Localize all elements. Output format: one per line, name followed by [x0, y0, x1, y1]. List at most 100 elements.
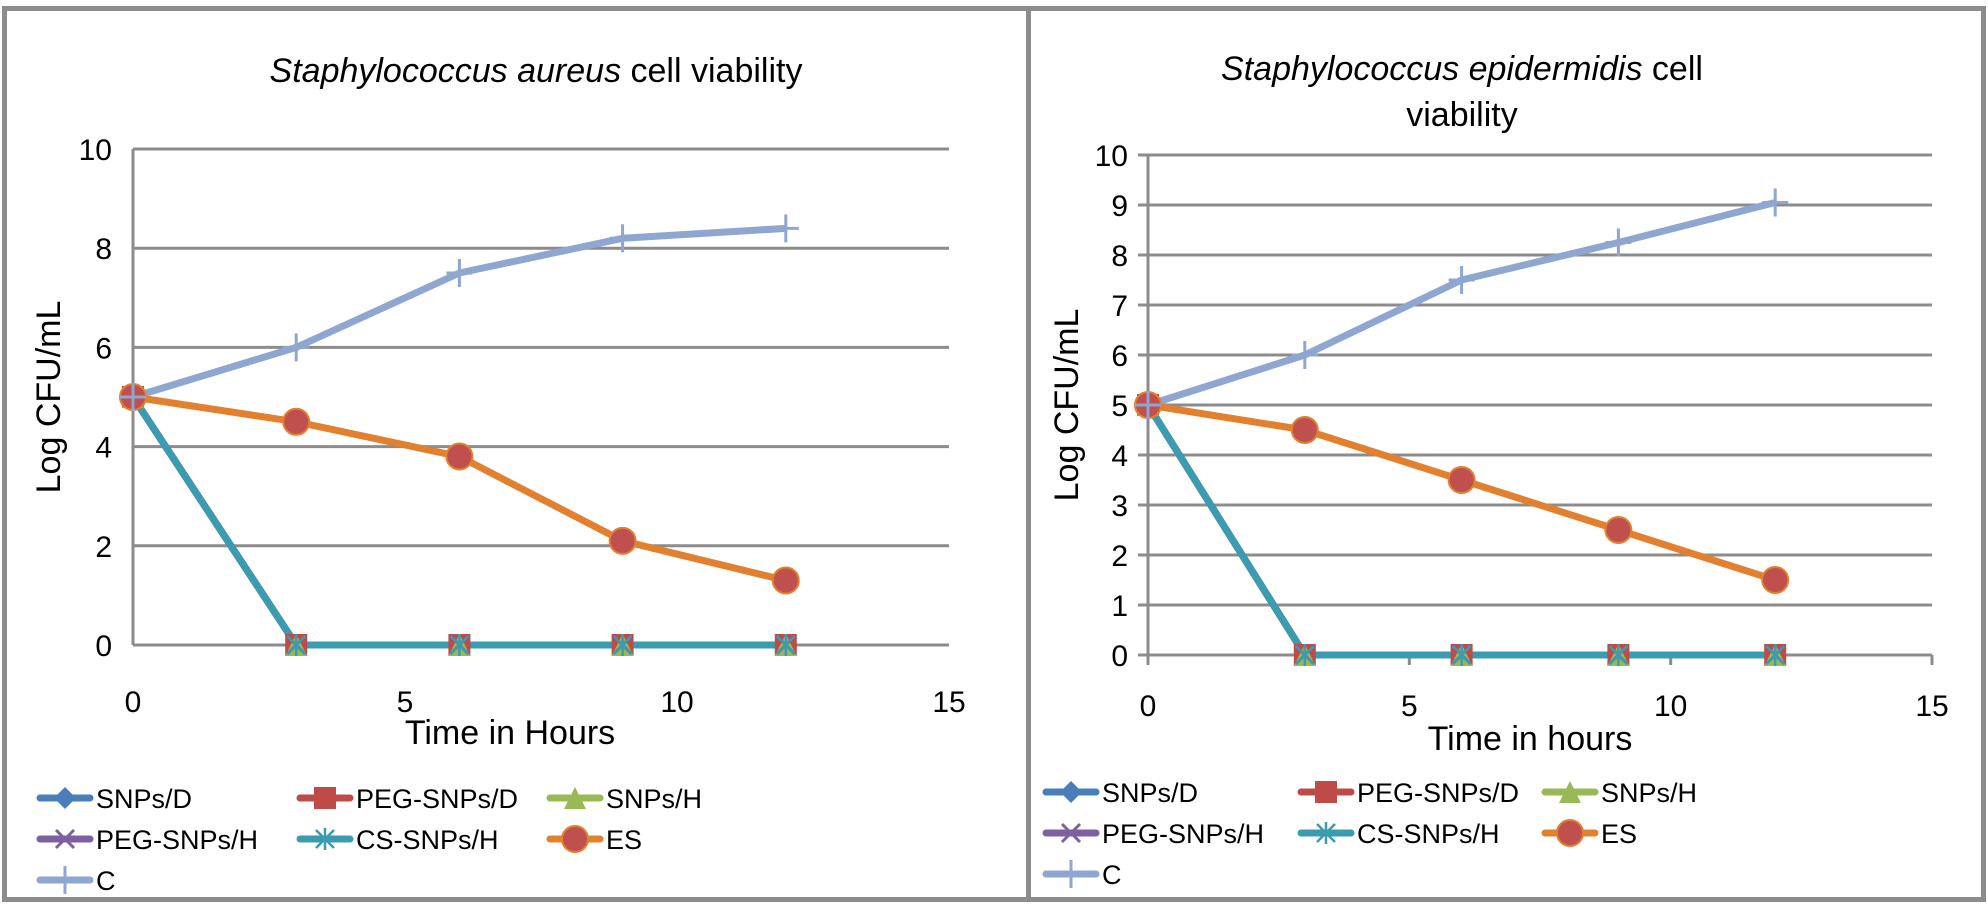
legend-label-peg-snps-d: PEG-SNPs/D [1357, 778, 1519, 808]
legend-marker-cs-snps-h [315, 828, 335, 850]
x-tick-label: 5 [1401, 690, 1418, 723]
data-point-es [608, 526, 637, 555]
series-line-snps-d [130, 395, 786, 649]
y-axis-label-left: Log CFU/mL [30, 301, 68, 494]
y-tick-label: 4 [95, 432, 112, 465]
legend-marker-es [1556, 819, 1584, 847]
y-tick-label: 8 [1111, 240, 1128, 273]
legend-marker-snps-h [1559, 781, 1581, 803]
series-line-peg-snps-d [130, 395, 786, 649]
y-tick-label: 0 [95, 630, 112, 663]
legend-label-c: C [96, 866, 116, 896]
data-point-cs-snps-h [1294, 644, 1315, 666]
legend-label-es: ES [1601, 819, 1637, 849]
series-line-c [131, 224, 787, 401]
y-tick-label: 10 [79, 134, 112, 167]
y-tick-label: 7 [1111, 290, 1128, 323]
data-point-es [1447, 466, 1476, 494]
data-point-cs-snps-h [1451, 644, 1472, 666]
y-tick-label: 6 [95, 332, 112, 365]
legend-marker-peg-snps-h [1060, 822, 1082, 844]
y-tick-label: 0 [1111, 640, 1128, 673]
legend-label-es: ES [606, 825, 642, 855]
y-tick-label: 1 [1111, 590, 1128, 623]
x-tick-label: 15 [932, 686, 965, 719]
legend-marker-peg-snps-h [54, 828, 76, 850]
legend-marker-snps-d [1060, 781, 1082, 803]
legend-label-cs-snps-h: CS-SNPs/H [356, 825, 499, 855]
series-line-es [132, 393, 787, 584]
y-tick-label: 9 [1111, 190, 1128, 223]
legend-label-snps-h: SNPs/H [606, 784, 702, 814]
data-point-es [1604, 516, 1633, 544]
data-point-es [1290, 416, 1319, 444]
y-axis-label-right: Log CFU/mL [1048, 309, 1086, 502]
legend-label-snps-h: SNPs/H [1601, 778, 1697, 808]
legend-label-c: C [1102, 860, 1122, 890]
plot-area-left: 0 2 4 6 8 10 0 5 10 15 SNPs/D PEG-SNPs/D SNPs/H PEG-S… [36, 134, 966, 896]
x-tick-label: 5 [397, 686, 414, 719]
data-point-es [1761, 566, 1790, 594]
x-axis-label-left: Time in Hours [405, 714, 615, 752]
chart-title-right: Staphylococcus epidermidis cell [1221, 50, 1703, 88]
x-tick-label: 0 [1140, 690, 1157, 723]
x-tick-label: 10 [1654, 690, 1687, 723]
y-tick-label: 6 [1111, 340, 1128, 373]
legend-marker-snps-h [564, 787, 586, 809]
legend-label-peg-snps-h: PEG-SNPs/H [1102, 819, 1264, 849]
y-tick-label: 3 [1111, 490, 1128, 523]
data-point-es [282, 407, 311, 436]
data-point-cs-snps-h [286, 634, 307, 656]
data-point-c [120, 383, 146, 411]
x-tick-label: 10 [660, 686, 693, 719]
data-point-es [771, 566, 800, 595]
legend-marker-es [561, 825, 589, 853]
series-line-peg-snps-d [1145, 403, 1776, 659]
y-tick-label: 5 [1111, 390, 1128, 423]
series-line-peg-snps-h [1145, 403, 1776, 659]
y-tick-label: 8 [95, 233, 112, 266]
legend-marker-peg-snps-d [314, 787, 336, 809]
x-tick-label: 0 [125, 686, 142, 719]
data-point-cs-snps-h [449, 634, 470, 656]
legend-label-snps-d: SNPs/D [96, 784, 192, 814]
data-point-cs-snps-h [612, 634, 633, 656]
plot-area-right: 0 1 2 3 4 5 6 7 8 9 10 0 5 10 15 SNPs/D PEG-SNPs/D SNPs/H… [1042, 140, 1949, 890]
data-point-cs-snps-h [775, 634, 796, 656]
y-tick-label: 2 [1111, 540, 1128, 573]
series-line-peg-snps-h [130, 395, 786, 649]
x-tick-label: 15 [1915, 690, 1948, 723]
data-point-c [1135, 391, 1161, 419]
data-point-c [1291, 341, 1318, 369]
legend-marker-cs-snps-h [1316, 822, 1336, 844]
legend-label-snps-d: SNPs/D [1102, 778, 1198, 808]
legend-label-cs-snps-h: CS-SNPs/H [1357, 819, 1500, 849]
data-point-cs-snps-h [1765, 644, 1786, 666]
legend-marker-c [1058, 860, 1084, 888]
data-point-c [772, 214, 799, 243]
legend-label-peg-snps-d: PEG-SNPs/D [356, 784, 518, 814]
data-point-c [446, 259, 473, 287]
series-line-snps-h [130, 395, 786, 649]
series-line-snps-d [1145, 403, 1776, 659]
series-line-cs-snps-h [130, 395, 786, 649]
legend-marker-peg-snps-d [1315, 781, 1337, 803]
data-point-c [1448, 266, 1475, 294]
series-line-snps-h [1145, 403, 1776, 659]
x-axis-label-right: Time in hours [1428, 720, 1633, 758]
chart-title-right-line2: viability [1406, 96, 1517, 134]
data-point-cs-snps-h [1608, 644, 1629, 666]
y-tick-label: 10 [1095, 140, 1128, 173]
legend-label-peg-snps-h: PEG-SNPs/H [96, 825, 258, 855]
legend-marker-c [52, 866, 78, 894]
y-tick-label: 2 [95, 531, 112, 564]
data-point-c [283, 333, 310, 362]
legend-marker-snps-d [54, 787, 76, 809]
chart-title-left: Staphylococcus aureus cell viability [270, 52, 803, 90]
y-tick-label: 4 [1111, 440, 1128, 473]
data-point-c [1762, 188, 1789, 217]
data-point-es [445, 442, 474, 471]
data-point-c [1605, 228, 1632, 257]
data-point-c [609, 224, 636, 253]
